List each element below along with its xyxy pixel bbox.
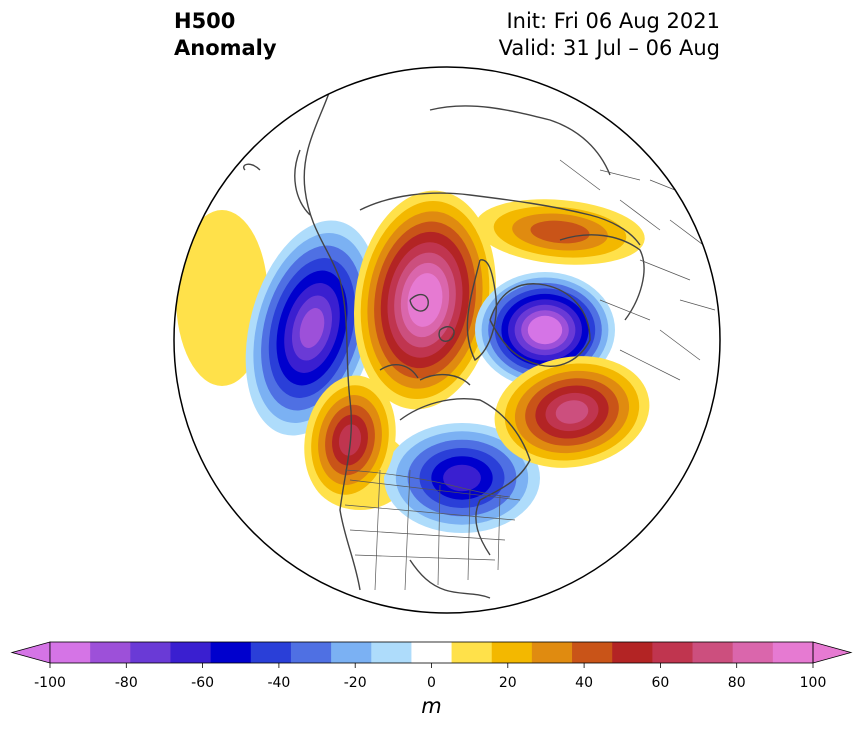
- anomaly-contours: [176, 190, 650, 533]
- colorbar-segment: [531, 642, 573, 663]
- colorbar-segment: [652, 642, 694, 663]
- colorbar: -100 -80 -60 -40 -20 0 20 40 60 80 100: [10, 641, 853, 691]
- colorbar-segment: [250, 642, 292, 663]
- colorbar-over-arrow: [812, 641, 853, 664]
- colorbar-tick-label: -40: [267, 675, 290, 691]
- colorbar-segment: [290, 642, 332, 663]
- colorbar-segment: [732, 642, 774, 663]
- map-title-left: H500 Anomaly: [174, 8, 277, 62]
- colorbar-tick-label: 80: [728, 675, 746, 691]
- anomaly-center: [475, 199, 645, 265]
- colorbar-ticks: -100 -80 -60 -40 -20 0 20 40 60 80 100: [34, 663, 826, 691]
- colorbar-tick-label: 100: [800, 675, 827, 691]
- anomaly-center: [245, 220, 379, 436]
- colorbar-tick-label: 0: [427, 675, 436, 691]
- colorbar-segments: [10, 641, 853, 664]
- anomaly-contour-band: [443, 464, 481, 492]
- colorbar-tick-label: -20: [344, 675, 367, 691]
- weak-ridge-patch: [176, 210, 268, 386]
- colorbar-tick-label: 20: [499, 675, 517, 691]
- colorbar-unit-label: m: [421, 694, 442, 718]
- colorbar-under-arrow: [10, 641, 51, 664]
- colorbar-segment: [491, 642, 533, 663]
- title-field-type: Anomaly: [174, 36, 277, 60]
- anomaly-contour-band: [555, 400, 589, 424]
- colorbar-segment: [50, 642, 91, 663]
- title-init-time: Init: Fri 06 Aug 2021: [506, 9, 720, 33]
- anomaly-contour-band: [414, 283, 436, 317]
- title-valid-period: Valid: 31 Jul – 06 Aug: [498, 36, 720, 60]
- coastlines: [243, 89, 645, 599]
- anomaly-center: [354, 190, 496, 410]
- colorbar-tick-label: -100: [34, 675, 66, 691]
- colorbar-segment: [331, 642, 372, 663]
- colorbar-segment: [371, 642, 412, 663]
- colorbar-segment: [411, 642, 453, 663]
- colorbar-segment: [772, 642, 814, 663]
- anomaly-contour-band: [299, 307, 325, 349]
- colorbar-segment: [170, 642, 212, 663]
- colorbar-segment: [130, 642, 171, 663]
- anomaly-center: [494, 356, 650, 468]
- colorbar-segment: [692, 642, 734, 663]
- map-title-right: Init: Fri 06 Aug 2021 Valid: 31 Jul – 06…: [499, 8, 720, 62]
- colorbar-tick-label: -80: [115, 675, 138, 691]
- anomaly-contour-band: [530, 220, 590, 244]
- map-boundary: [173, 66, 721, 614]
- polar-anomaly-map: [173, 66, 721, 614]
- anomaly-contour-band: [534, 321, 556, 339]
- colorbar-segment: [612, 642, 653, 663]
- colorbar-segment: [90, 642, 131, 663]
- colorbar-segment: [572, 642, 613, 663]
- colorbar-tick-label: -60: [191, 675, 214, 691]
- colorbar-segment: [451, 642, 493, 663]
- colorbar-tick-label: 60: [651, 675, 669, 691]
- colorbar-tick-label: 40: [575, 675, 593, 691]
- colorbar-segment: [210, 642, 252, 663]
- title-field-name: H500: [174, 9, 236, 33]
